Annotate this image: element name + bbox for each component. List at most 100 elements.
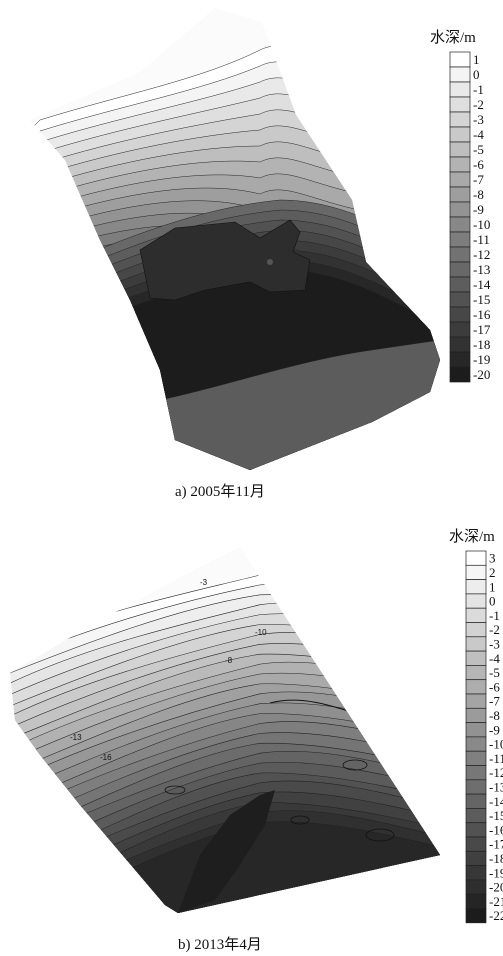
legend-2013-tick: -14 (489, 794, 503, 809)
legend-2005-swatch (449, 366, 471, 383)
legend-2005-swatch (449, 321, 471, 338)
legend-2013-swatch (465, 722, 487, 738)
legend-2013-swatch (465, 836, 487, 852)
legend-2005-tick: -1 (473, 82, 484, 97)
legend-2005-swatch (449, 216, 471, 233)
contour-label-2013: -13 (70, 733, 82, 742)
legend-2005-swatch (449, 141, 471, 158)
legend-2013-tick: -17 (489, 837, 503, 852)
contour-label-2013: -10 (255, 628, 267, 637)
legend-2005-swatch (449, 126, 471, 143)
contour-label-2013: -3 (200, 578, 208, 587)
legend-2013-swatch (465, 879, 487, 895)
legend-2013-tick: -12 (489, 765, 503, 780)
legend-title-2013: 水深/m (449, 529, 495, 545)
legend-2005-tick: -6 (473, 157, 484, 172)
legend-2005: 10-1-2-3-4-5-6-7-8-9-10-11-12-13-14-15-1… (449, 51, 491, 383)
legend-2013-swatch (465, 808, 487, 824)
legend-2005-swatch (449, 156, 471, 173)
legend-2013-swatch (465, 779, 487, 795)
legend-2005-swatch (449, 81, 471, 98)
legend-2005-swatch (449, 231, 471, 248)
legend-2013-swatch (465, 765, 487, 781)
legend-2005-tick: -4 (473, 127, 484, 142)
legend-2013-tick: -21 (489, 894, 503, 909)
legend-2013-swatch (465, 908, 487, 924)
legend-2013-swatch (465, 865, 487, 881)
legend-2013-swatch (465, 607, 487, 623)
panel-2005: 水深/m 1 0 -1 -2 -3 -4 -5 -6 -7 -8 -9 -10 -11 -12 -13 -14… (30, 8, 491, 500)
legend-2013-tick: -16 (489, 822, 503, 837)
legend-2013-swatch (465, 579, 487, 595)
legend-2013-swatch (465, 750, 487, 766)
legend-2005-tick: 1 (473, 52, 480, 67)
legend-2013-tick: -22 (489, 908, 503, 923)
legend-2005-tick: -2 (473, 97, 484, 112)
legend-2005-tick: -7 (473, 172, 484, 187)
legend-2005-tick: -9 (473, 202, 484, 217)
legend-2005-swatch (449, 246, 471, 263)
legend-2013-tick: -7 (489, 694, 500, 709)
legend-2013-swatch (465, 679, 487, 695)
legend-2005-swatch (449, 96, 471, 113)
legend-2013-tick: -9 (489, 722, 500, 737)
legend-2013-swatch (465, 622, 487, 638)
legend-2005-tick: -19 (473, 352, 490, 367)
legend-2005-tick: -10 (473, 217, 490, 232)
legend-2005-swatch (449, 171, 471, 188)
legend-2013-tick: -18 (489, 851, 503, 866)
legend-2013-tick: -2 (489, 622, 500, 637)
legend-2005-swatch (449, 291, 471, 308)
legend-2013-tick: 3 (489, 551, 496, 566)
legend-2013-swatch (465, 550, 487, 566)
deep-basin-2005 (139, 219, 311, 301)
legend-2013-tick: -3 (489, 636, 500, 651)
legend-2005-swatch (449, 261, 471, 278)
legend-2005-tick: -3 (473, 112, 484, 127)
legend-2013-swatch (465, 636, 487, 652)
legend-2013-swatch (465, 593, 487, 609)
legend-2005-tick: -14 (473, 277, 491, 292)
legend-2005-swatch (449, 351, 471, 368)
legend-2005-swatch (449, 186, 471, 203)
legend-2005-tick: -13 (473, 262, 490, 277)
legend-2013-swatch (465, 665, 487, 681)
legend-2013-swatch (465, 707, 487, 723)
legend-2013-tick: -5 (489, 665, 500, 680)
legend-2005-tick: -12 (473, 247, 490, 262)
pocket-2013-2 (365, 828, 395, 842)
legend-2013-tick: -20 (489, 880, 503, 895)
legend-2005-tick: -8 (473, 187, 484, 202)
legend-2013-swatch (465, 850, 487, 866)
deep-channel-2013 (178, 790, 275, 913)
caption-2005: a) 2005年11月 (175, 484, 265, 500)
legend-2013-swatch (465, 564, 487, 580)
legend-2005-tick: -5 (473, 142, 484, 157)
legend-2005-tick: -15 (473, 292, 490, 307)
legend-2013-swatch (465, 693, 487, 709)
legend-2005-tick: -20 (473, 367, 490, 382)
legend-2005-swatch (449, 336, 471, 353)
legend-2013-swatch (465, 736, 487, 752)
legend-2005-tick: -17 (473, 322, 491, 337)
legend-2013-tick: -15 (489, 808, 503, 823)
legend-title-2005: 水深/m (430, 30, 476, 46)
legend-2013-tick: 1 (489, 579, 496, 594)
legend-2013-tick: -1 (489, 608, 500, 623)
legend-2013-tick: 0 (489, 594, 496, 609)
deep-spot-2005 (267, 259, 273, 265)
contour-map-2005 (30, 8, 440, 470)
pocket-2013-1 (342, 759, 368, 771)
legend-2013-tick: 2 (489, 565, 496, 580)
legend-2005-swatch (449, 111, 471, 128)
legend-2005-swatch (449, 66, 471, 83)
legend-2005-swatch (449, 276, 471, 293)
contour-label-2013: -8 (225, 656, 233, 665)
legend-2005-swatch (449, 306, 471, 323)
pocket-2013-4 (290, 815, 310, 825)
panel-2013: -2 -3 -8 -10 -13 -16 水深/m 3 2 1 0 -1 -2 -3 -4 -5 -6 -7-… (0, 505, 503, 956)
legend-2005-swatch (449, 51, 471, 68)
legend-2013-tick: -6 (489, 679, 500, 694)
caption-2013: b) 2013年4月 (178, 937, 262, 953)
legend-2013-tick: -13 (489, 779, 503, 794)
